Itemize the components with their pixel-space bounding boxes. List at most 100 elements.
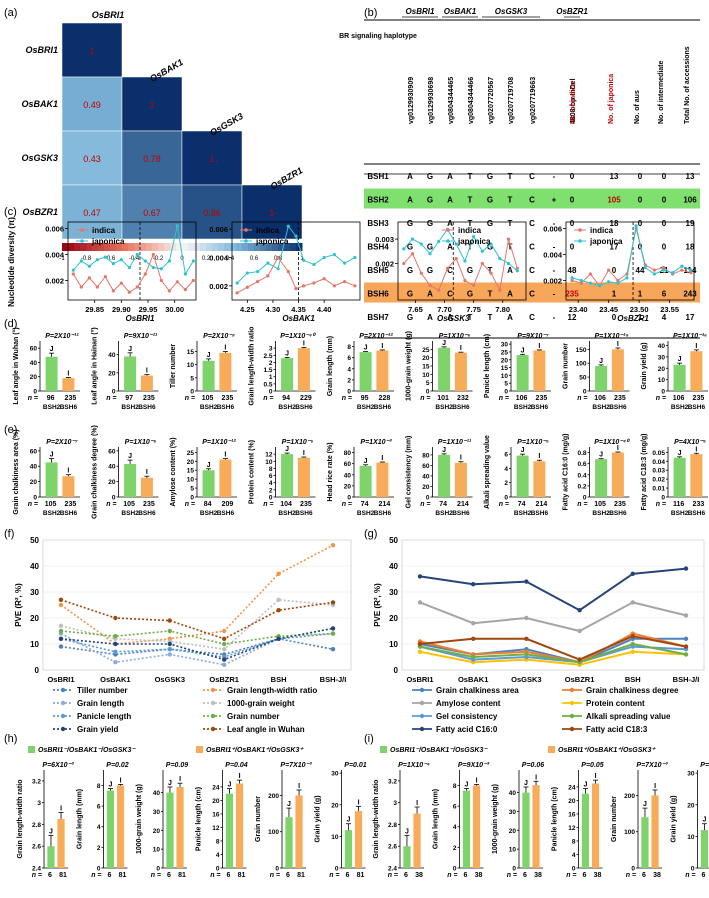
significance-letter: J bbox=[128, 453, 132, 460]
legend-label: japonica bbox=[91, 237, 125, 246]
category-label: BSH2 bbox=[43, 510, 61, 517]
category-label: BSH6 bbox=[217, 404, 235, 411]
table-count: 12 bbox=[568, 313, 577, 322]
bar-y-tick-label: 12 bbox=[265, 452, 273, 459]
table-allele: A bbox=[427, 313, 433, 322]
indica-diversity-point bbox=[480, 261, 484, 266]
bar-y-tick-label: 20 bbox=[501, 357, 509, 364]
p-value: P=1X10⁻⁴ bbox=[398, 762, 430, 769]
panel-letter: (d) bbox=[4, 318, 17, 330]
indica-diversity-point bbox=[71, 272, 75, 276]
bar-y-tick-label: 2 bbox=[269, 487, 273, 494]
pve-y-tick-label: 10 bbox=[30, 640, 39, 649]
japonica-diversity-point bbox=[159, 267, 163, 271]
significance-letter: J bbox=[599, 358, 603, 365]
bar-y-tick-label: 20 bbox=[687, 802, 695, 809]
table-header-haplotype: BR signaling haplotype bbox=[339, 33, 417, 40]
table-allele: A bbox=[447, 196, 453, 205]
legend-marker bbox=[80, 239, 84, 243]
sample-size: 6 bbox=[48, 872, 52, 879]
p-value: P=4X10⁻⁹ bbox=[674, 439, 706, 446]
pve-x-label: OsGSK3 bbox=[511, 675, 541, 684]
table-allele: - bbox=[553, 243, 556, 252]
significance-letter: I bbox=[358, 799, 360, 806]
heatmap-col-label: OsBRI1 bbox=[92, 10, 125, 20]
bar-y-tick-label: 60 bbox=[30, 448, 38, 455]
indica-diversity-point bbox=[680, 268, 684, 272]
sample-size: 235 bbox=[222, 395, 234, 402]
bar-y-tick-label: 40 bbox=[344, 472, 352, 479]
colorbar-segment bbox=[170, 243, 177, 251]
colorbar-tick: 0 bbox=[180, 256, 184, 262]
pve-legend-marker bbox=[210, 687, 216, 693]
pve-series-point bbox=[417, 641, 423, 647]
pve-legend-marker bbox=[569, 713, 575, 719]
bar-ylabel: Grain number bbox=[255, 796, 262, 842]
n-label: n = bbox=[329, 872, 339, 879]
japonica-diversity-point bbox=[480, 249, 484, 253]
significance-letter: I bbox=[303, 450, 305, 457]
p-value: P=1X10⁻³ bbox=[360, 439, 392, 446]
panel-letter: (i) bbox=[364, 733, 374, 745]
pve-legend-marker bbox=[419, 687, 425, 693]
japonica-diversity-point bbox=[625, 276, 629, 280]
colorbar-tick: -0.6 bbox=[105, 256, 116, 262]
n-label: n = bbox=[151, 872, 161, 879]
significance-letter: J bbox=[405, 828, 409, 835]
legend-label: indica bbox=[458, 226, 482, 235]
bar-ylabel: Grain yield (g) bbox=[315, 795, 322, 842]
japonica-diversity-point bbox=[689, 268, 693, 272]
bar-group-a bbox=[359, 465, 372, 497]
p-value: P=2X10⁻¹¹ bbox=[45, 333, 79, 340]
pve-y-tick-label: 40 bbox=[389, 562, 398, 571]
pve-series-line bbox=[419, 601, 687, 633]
table-allele: - bbox=[553, 313, 556, 322]
table-allele: C bbox=[447, 290, 453, 299]
pve-legend-label: Alkali spreading value bbox=[586, 712, 671, 721]
sample-size: 6 bbox=[286, 872, 290, 879]
colorbar-segment bbox=[200, 243, 207, 251]
indica-diversity-point bbox=[111, 289, 115, 293]
p-value: P=0.02 bbox=[106, 762, 128, 769]
pve-series-point bbox=[330, 600, 336, 605]
pve-series-point bbox=[167, 641, 172, 647]
diversity-ylabel: Nucleotide diversity (π) bbox=[7, 217, 16, 307]
x-tick-label: 29.90 bbox=[112, 305, 131, 314]
pve-series-point bbox=[630, 641, 635, 647]
table-allele: G bbox=[467, 290, 473, 299]
bar-ylabel: Grain length (mm) bbox=[77, 789, 84, 849]
colorbar-segment bbox=[80, 243, 87, 251]
colorbar-segment bbox=[284, 243, 291, 251]
bar-y-tick-label: 2 bbox=[453, 845, 457, 852]
table-count: 18 bbox=[610, 219, 619, 228]
bar-y-tick-label: 3 bbox=[393, 800, 397, 807]
bar-y-tick-label: 40 bbox=[108, 464, 116, 471]
pve-series-point bbox=[58, 602, 64, 608]
category-label: BSH2 bbox=[514, 404, 532, 411]
bar-y-tick-label: 4 bbox=[504, 466, 508, 473]
category-label: BSH2 bbox=[435, 404, 453, 411]
bar-ylabel: Grain number bbox=[611, 796, 618, 842]
bar-y-tick-label: 20 bbox=[422, 355, 430, 362]
bar-y-tick-label: 200 bbox=[624, 793, 635, 800]
indica-diversity-point bbox=[419, 271, 423, 275]
legend-marker bbox=[80, 228, 84, 232]
pve-series-line bbox=[60, 632, 334, 658]
bar-y-tick-label: 8 bbox=[572, 838, 576, 845]
sample-size: 81 bbox=[297, 872, 305, 879]
table-count: 1 bbox=[612, 290, 617, 299]
bar-y-tick-label: 6 bbox=[504, 452, 508, 459]
bar-y-tick-label: 10 bbox=[265, 459, 273, 466]
pve-series-point bbox=[524, 615, 529, 621]
p-value: P=1X10⁻⁶ bbox=[439, 333, 471, 340]
pve-series-point bbox=[276, 608, 281, 613]
sample-size: 81 bbox=[178, 872, 186, 879]
pve-series-point bbox=[630, 649, 635, 654]
pve-series-line bbox=[419, 642, 687, 664]
bar-y-tick-label: 20 bbox=[509, 828, 517, 835]
bar-y-tick-label: 6 bbox=[97, 804, 101, 811]
japonica-diversity-point bbox=[579, 278, 583, 283]
colorbar-segment bbox=[194, 243, 201, 251]
bar-y-tick-label: 6 bbox=[453, 804, 457, 811]
heatmap-cell bbox=[121, 130, 183, 186]
